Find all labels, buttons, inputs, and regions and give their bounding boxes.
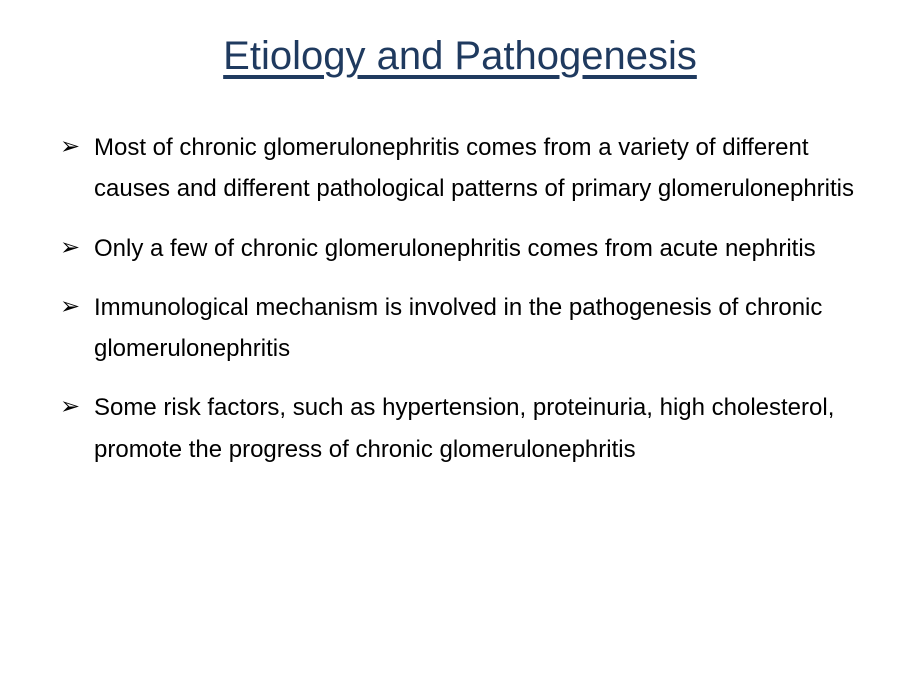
bullet-text: Only a few of chronic glomerulonephritis… <box>94 228 860 269</box>
list-item: ➢ Immunological mechanism is involved in… <box>60 287 860 370</box>
bullet-text: Some risk factors, such as hypertension,… <box>94 387 860 470</box>
slide-title: Etiology and Pathogenesis <box>223 34 697 79</box>
bullet-list: ➢ Most of chronic glomerulonephritis com… <box>60 127 860 470</box>
chevron-right-icon: ➢ <box>60 230 94 266</box>
list-item: ➢ Only a few of chronic glomerulonephrit… <box>60 228 860 269</box>
bullet-text: Immunological mechanism is involved in t… <box>94 287 860 370</box>
list-item: ➢ Some risk factors, such as hypertensio… <box>60 387 860 470</box>
title-wrapper: Etiology and Pathogenesis <box>60 34 860 79</box>
chevron-right-icon: ➢ <box>60 289 94 325</box>
slide-container: Etiology and Pathogenesis ➢ Most of chro… <box>0 0 920 690</box>
chevron-right-icon: ➢ <box>60 389 94 425</box>
list-item: ➢ Most of chronic glomerulonephritis com… <box>60 127 860 210</box>
chevron-right-icon: ➢ <box>60 129 94 165</box>
bullet-text: Most of chronic glomerulonephritis comes… <box>94 127 860 210</box>
